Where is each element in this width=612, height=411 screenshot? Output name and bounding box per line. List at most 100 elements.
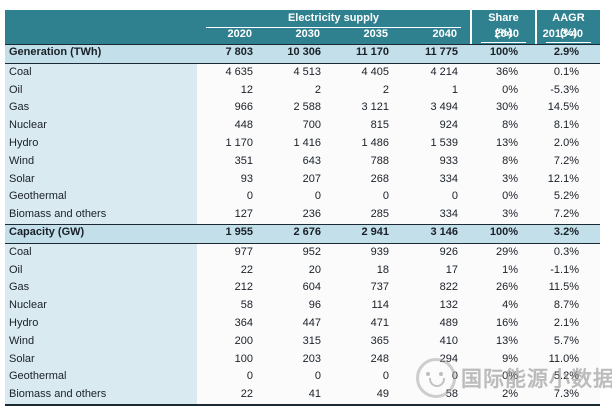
header-year-row: 2020 2030 2035 2040 2040 2013-40 bbox=[5, 27, 600, 44]
row-label: Solar bbox=[5, 350, 197, 369]
row-value: 8.1% bbox=[535, 117, 600, 135]
row-value: 4 405 bbox=[333, 63, 401, 82]
col-header-2030: 2030 bbox=[295, 28, 320, 40]
row-label: Nuclear bbox=[5, 297, 197, 315]
row-label: Nuclear bbox=[5, 117, 197, 135]
table-row: Capacity (GW) 1 955 2 676 2 941 3 146 100% 3.2… bbox=[5, 223, 600, 244]
row-value: 17 bbox=[401, 261, 470, 280]
row-value: 36% bbox=[470, 63, 535, 82]
row-label: Capacity (GW) bbox=[5, 224, 197, 243]
table-row: Biomass and others 127 236 285 334 3% 7.2% bbox=[5, 206, 600, 224]
row-value: 12 bbox=[197, 81, 265, 100]
row-value: 200 bbox=[197, 332, 265, 351]
table-row: Nuclear 58 96 114 132 4% 8.7% bbox=[5, 297, 600, 315]
row-value: 12.1% bbox=[535, 170, 600, 189]
table-row: Wind 200 315 365 410 13% 5.7% bbox=[5, 332, 600, 351]
row-value: 7.3% bbox=[535, 386, 600, 404]
row-value: 132 bbox=[401, 297, 470, 315]
col-header-aagr-2013-40: 2013-40 bbox=[535, 27, 600, 44]
row-value: 334 bbox=[401, 170, 470, 189]
table-row: Hydro 1 170 1 416 1 486 1 539 13% 2.0% bbox=[5, 134, 600, 153]
row-label: Coal bbox=[5, 63, 197, 82]
row-value: 643 bbox=[265, 152, 333, 171]
row-value: 22 bbox=[197, 261, 265, 280]
row-value: 2% bbox=[470, 386, 535, 404]
row-value: 977 bbox=[197, 243, 265, 262]
row-value: 16% bbox=[470, 314, 535, 333]
row-value: 2 941 bbox=[333, 224, 401, 243]
row-value: 4 635 bbox=[197, 63, 265, 82]
row-value: 203 bbox=[265, 350, 333, 369]
row-value: 127 bbox=[197, 206, 265, 224]
row-value: 737 bbox=[333, 279, 401, 298]
row-value: 10 306 bbox=[265, 45, 333, 63]
row-value: 0% bbox=[470, 188, 535, 207]
row-value: 448 bbox=[197, 117, 265, 135]
row-value: 3 121 bbox=[333, 99, 401, 118]
row-value: 13% bbox=[470, 332, 535, 351]
row-value: 788 bbox=[333, 152, 401, 171]
row-value: 29% bbox=[470, 243, 535, 262]
row-value: 22 bbox=[197, 386, 265, 404]
row-value: 489 bbox=[401, 314, 470, 333]
row-value: 471 bbox=[333, 314, 401, 333]
row-value: 822 bbox=[401, 279, 470, 298]
row-value: 100% bbox=[470, 45, 535, 63]
row-value: 58 bbox=[401, 386, 470, 404]
row-value: 294 bbox=[401, 350, 470, 369]
row-value: 315 bbox=[265, 332, 333, 351]
row-value: 933 bbox=[401, 152, 470, 171]
row-value: 700 bbox=[265, 117, 333, 135]
row-value: 924 bbox=[401, 117, 470, 135]
table-row: Wind 351 643 788 933 8% 7.2% bbox=[5, 152, 600, 171]
row-value: 0 bbox=[265, 188, 333, 207]
table-row: Geothermal 0 0 0 0 0% 5.2% bbox=[5, 368, 600, 387]
row-value: 815 bbox=[333, 117, 401, 135]
row-value: 3 494 bbox=[401, 99, 470, 118]
header-group-share: Share (%) bbox=[470, 10, 535, 43]
row-value: -1.1% bbox=[535, 261, 600, 280]
row-label: Geothermal bbox=[5, 188, 197, 207]
row-value: 1 bbox=[401, 81, 470, 100]
row-value: -5.3% bbox=[535, 81, 600, 100]
row-value: 0 bbox=[401, 368, 470, 387]
row-value: 8% bbox=[470, 152, 535, 171]
row-value: 364 bbox=[197, 314, 265, 333]
row-value: 410 bbox=[401, 332, 470, 351]
table-row: Nuclear 448 700 815 924 8% 8.1% bbox=[5, 117, 600, 135]
row-value: 0 bbox=[333, 188, 401, 207]
row-value: 3.2% bbox=[535, 224, 600, 243]
row-value: 966 bbox=[197, 99, 265, 118]
row-label: Biomass and others bbox=[5, 386, 197, 404]
header-group-label: Electricity supply bbox=[206, 11, 461, 28]
row-value: 1 539 bbox=[401, 134, 470, 153]
table-row: Geothermal 0 0 0 0 0% 5.2% bbox=[5, 188, 600, 207]
header-group-electricity-supply: Electricity supply bbox=[197, 10, 470, 43]
row-value: 100 bbox=[197, 350, 265, 369]
row-value: 3 146 bbox=[401, 224, 470, 243]
row-label: Wind bbox=[5, 332, 197, 351]
row-value: 11 170 bbox=[333, 45, 401, 63]
row-value: 96 bbox=[265, 297, 333, 315]
row-value: 41 bbox=[265, 386, 333, 404]
row-value: 236 bbox=[265, 206, 333, 224]
row-value: 4% bbox=[470, 297, 535, 315]
table-row: Oil 22 20 18 17 1% -1.1% bbox=[5, 261, 600, 280]
row-value: 2 676 bbox=[265, 224, 333, 243]
header-group-label: Share (%) bbox=[481, 11, 526, 43]
row-value: 20 bbox=[265, 261, 333, 280]
row-label: Biomass and others bbox=[5, 206, 197, 224]
row-value: 4 214 bbox=[401, 63, 470, 82]
row-label: Oil bbox=[5, 261, 197, 280]
row-value: 1% bbox=[470, 261, 535, 280]
row-value: 2 bbox=[265, 81, 333, 100]
row-value: 14.5% bbox=[535, 99, 600, 118]
row-value: 0.1% bbox=[535, 63, 600, 82]
row-value: 0 bbox=[197, 188, 265, 207]
row-value: 93 bbox=[197, 170, 265, 189]
row-value: 604 bbox=[265, 279, 333, 298]
row-value: 1 955 bbox=[197, 224, 265, 243]
row-value: 0 bbox=[401, 188, 470, 207]
electricity-supply-table: Electricity supply Share (%) AAGR (%) 20… bbox=[5, 10, 600, 406]
